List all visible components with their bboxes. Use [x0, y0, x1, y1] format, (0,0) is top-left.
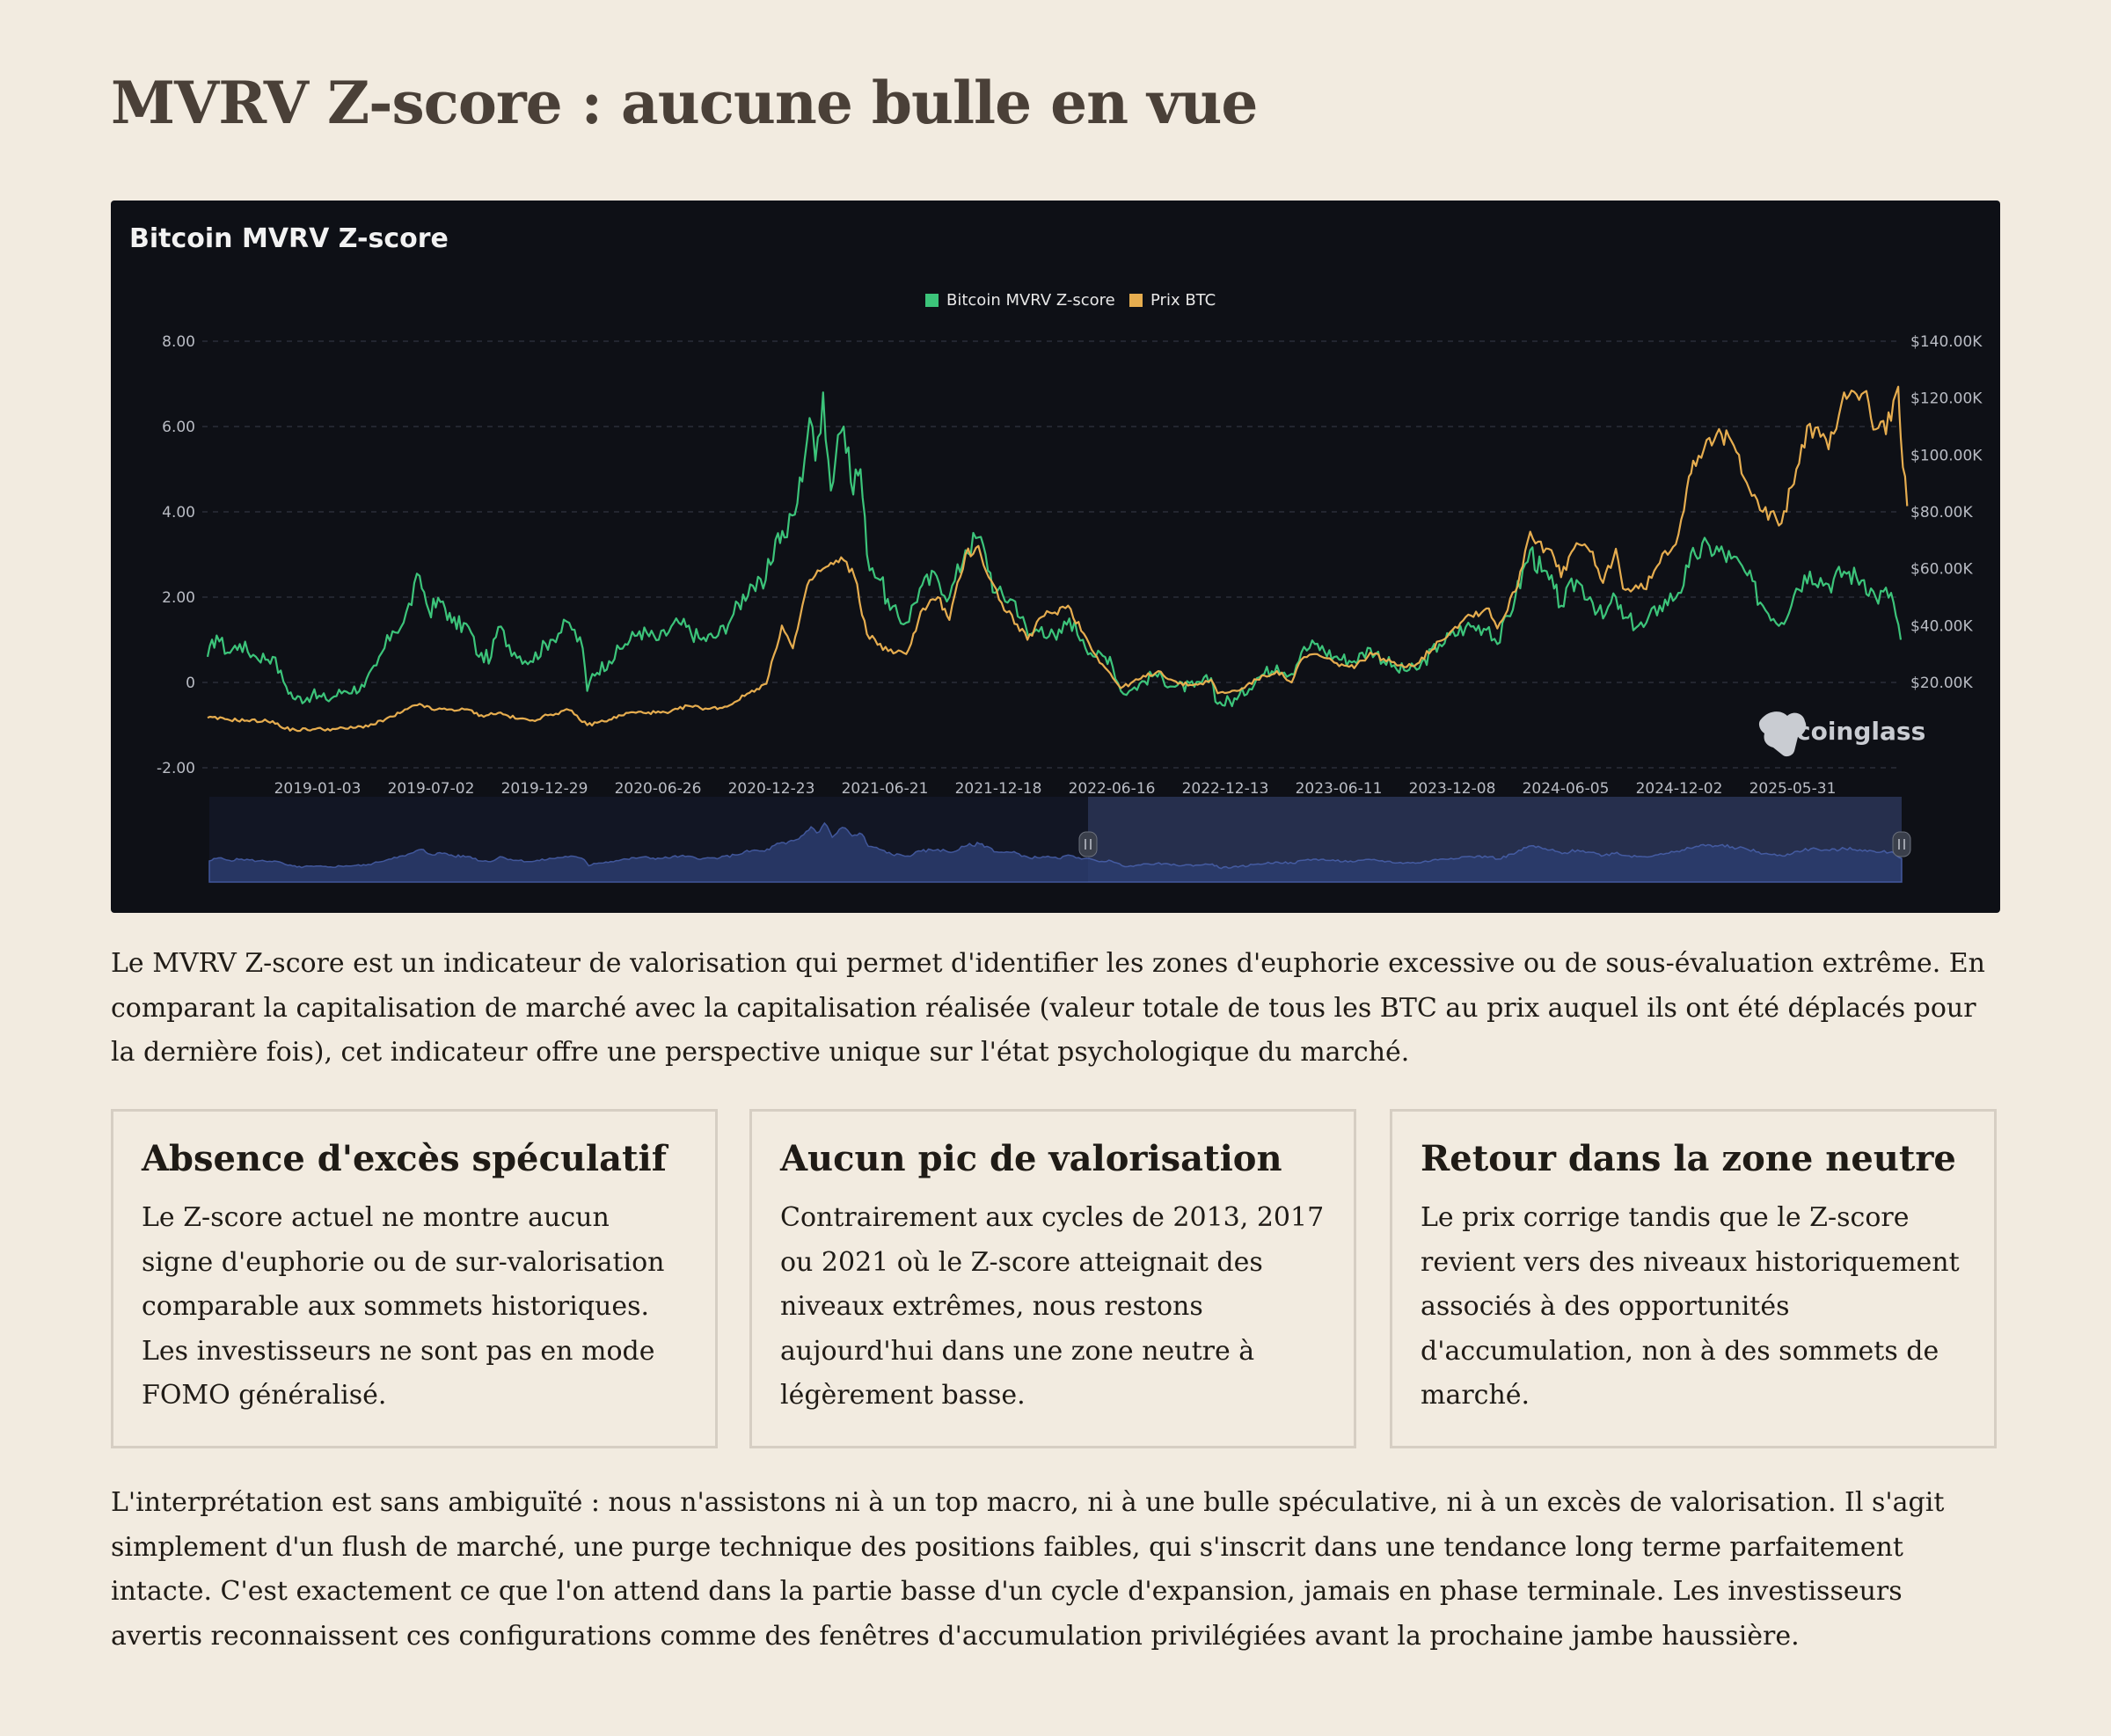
card-neutral-zone: Retour dans la zone neutre Le prix corri…	[1390, 1109, 1997, 1448]
y-left-tick-label: 8.00	[162, 333, 195, 351]
navigator-series	[208, 821, 1903, 883]
y-right-tick-label: $60.00K	[1910, 561, 1973, 579]
card-title: Retour dans la zone neutre	[1421, 1138, 1956, 1179]
series-line-zscore	[206, 391, 1903, 708]
y-left-tick-label: -2.00	[157, 760, 195, 777]
series-line-price	[207, 385, 1909, 733]
card-speculative-excess: Absence d'excès spéculatif Le Z-score ac…	[111, 1109, 718, 1448]
x-tick-label: 2022-06-16	[1069, 780, 1156, 798]
y-right-tick-label: $120.00K	[1910, 390, 1983, 408]
x-tick-label: 2019-12-29	[501, 780, 588, 798]
chart-legend[interactable]: Bitcoin MVRV Z-score Prix BTC	[925, 291, 1216, 310]
navigator-right-handle[interactable]	[1892, 831, 1911, 857]
y-right-tick-label: $140.00K	[1910, 333, 1983, 351]
card-title: Absence d'excès spéculatif	[142, 1138, 667, 1179]
mvrv-chart[interactable]: 8.00 6.00 4.00 2.00 0 -2.00 $140.00K $120.00K $1…	[111, 201, 2000, 913]
conclusion-paragraph: L'interprétation est sans ambiguïté : no…	[111, 1487, 1945, 1652]
x-tick-label: 2019-07-02	[388, 780, 475, 798]
y-right-tick-label: $100.00K	[1910, 447, 1983, 464]
chart-axes: 8.00 6.00 4.00 2.00 0 -2.00 $140.00K $120.00K $1…	[157, 333, 1983, 798]
x-tick-label: 2021-12-18	[955, 780, 1042, 798]
y-left-tick-label: 4.00	[162, 504, 195, 522]
intro-paragraph: Le MVRV Z-score est un indicateur de val…	[111, 948, 1985, 1068]
legend-label-zscore[interactable]: Bitcoin MVRV Z-score	[946, 291, 1115, 310]
watermark-text: coinglass	[1796, 717, 1925, 746]
x-tick-label: 2025-05-31	[1749, 780, 1837, 798]
x-tick-label: 2024-12-02	[1636, 780, 1723, 798]
legend-label-price[interactable]: Prix BTC	[1150, 291, 1216, 310]
y-right-tick-label: $80.00K	[1910, 504, 1973, 522]
chart-svg: 8.00 6.00 4.00 2.00 0 -2.00 $140.00K $120.00K $1…	[129, 223, 1983, 883]
y-left-tick-label: 6.00	[162, 419, 195, 436]
y-left-tick-label: 0	[186, 675, 195, 692]
coinglass-logo-icon	[1758, 711, 1807, 757]
x-tick-label: 2022-12-13	[1182, 780, 1269, 798]
x-tick-label: 2024-06-05	[1523, 780, 1610, 798]
x-tick-label: 2023-12-08	[1409, 780, 1496, 798]
chart-grid	[202, 340, 1901, 769]
chart-series	[206, 385, 1909, 733]
x-tick-label: 2023-06-11	[1296, 780, 1383, 798]
legend-swatch-price	[1129, 294, 1143, 307]
card-text: Le prix corrige tandis que le Z-score re…	[1421, 1202, 1960, 1411]
y-right-tick-label: $40.00K	[1910, 617, 1973, 635]
card-text: Contrairement aux cycles de 2013, 2017 o…	[780, 1202, 1325, 1411]
card-title: Aucun pic de valorisation	[780, 1138, 1282, 1179]
legend-swatch-zscore	[925, 294, 939, 307]
page-title: MVRV Z-score : aucune bulle en vue	[111, 69, 1258, 137]
watermark: coinglass	[1758, 711, 1925, 757]
y-right-tick-label: $20.00K	[1910, 675, 1973, 692]
range-navigator[interactable]	[208, 797, 1911, 883]
navigator-left-handle[interactable]	[1078, 831, 1098, 857]
card-valuation-peak: Aucun pic de valorisation Contrairement …	[749, 1109, 1356, 1448]
x-tick-label: 2020-06-26	[615, 780, 702, 798]
x-tick-label: 2020-12-23	[728, 780, 815, 798]
card-text: Le Z-score actuel ne montre aucun signe …	[142, 1202, 665, 1411]
x-tick-label: 2021-06-21	[842, 780, 929, 798]
x-tick-label: 2019-01-03	[274, 780, 362, 798]
chart-title: Bitcoin MVRV Z-score	[129, 223, 449, 254]
y-left-tick-label: 2.00	[162, 589, 195, 607]
